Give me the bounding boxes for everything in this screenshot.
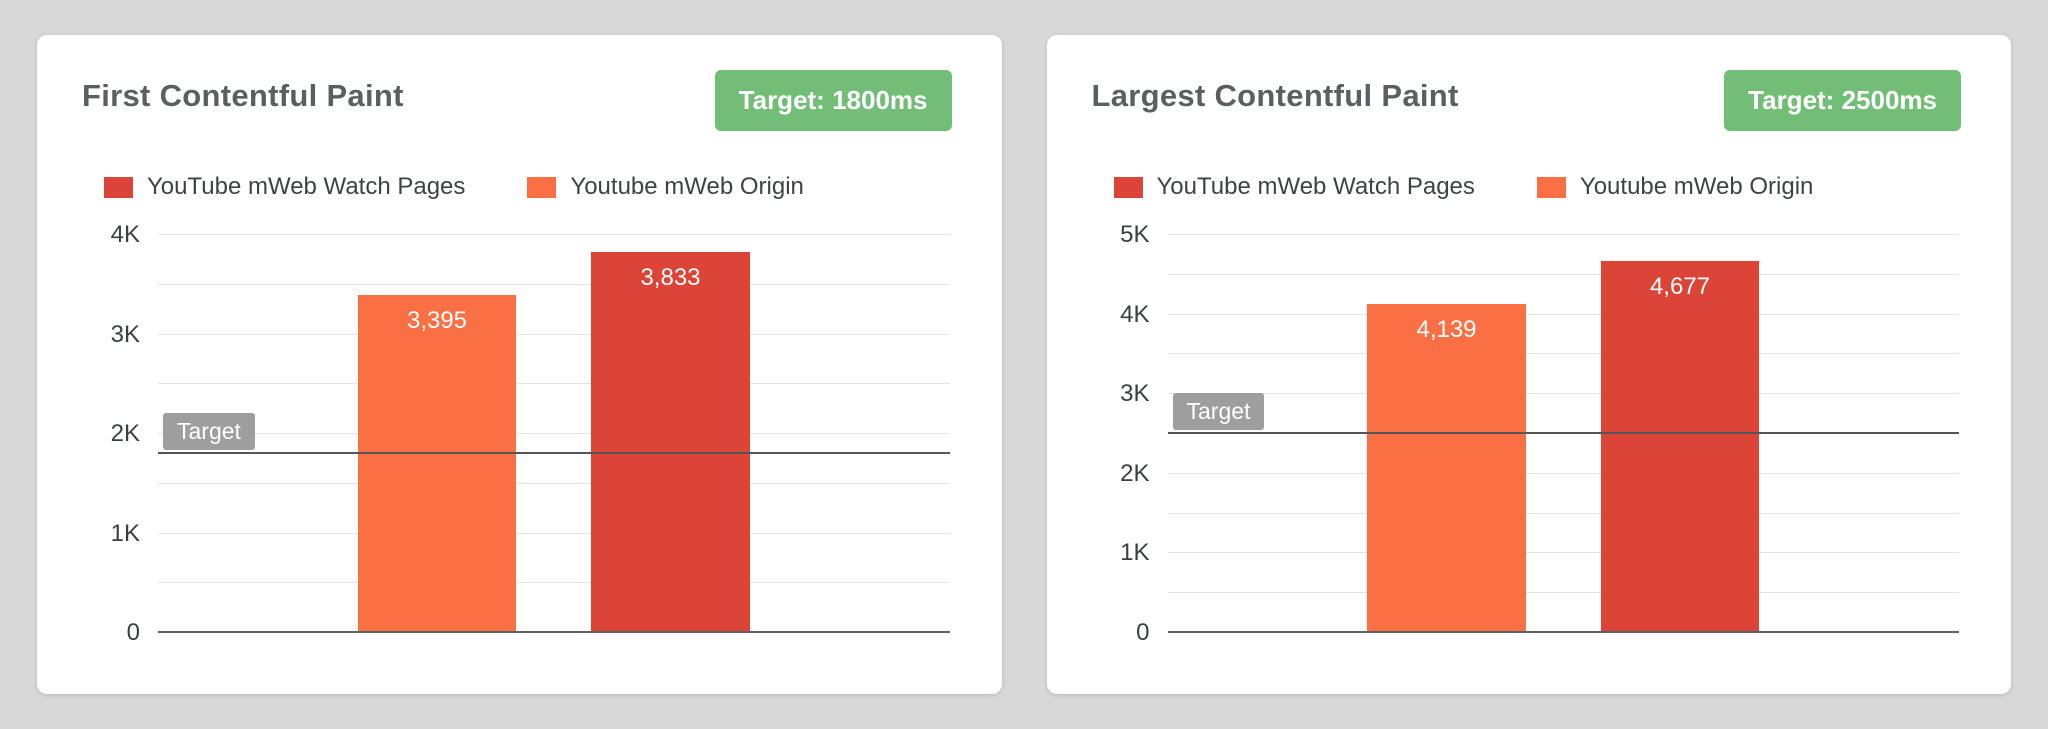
target-line (1167, 432, 1959, 434)
chart-card-largest-contentful-paint: Largest Contentful Paint Target: 2500ms … (1046, 35, 2011, 694)
bar-value-label: 3,833 (640, 263, 701, 291)
gridline (158, 433, 950, 434)
chart-area: 0 1K 2K 3K 4K 5K 4,139 4,677 Target (1092, 221, 1962, 669)
x-axis-baseline (158, 631, 950, 633)
legend-label: YouTube mWeb Watch Pages (147, 173, 466, 200)
bar-value-label: 3,395 (406, 307, 468, 335)
y-axis-tick-label: 1K (110, 519, 140, 547)
gridline (1167, 472, 1959, 474)
y-axis-tick-label: 0 (1136, 619, 1150, 646)
bars-group: 3,395 3,833 (158, 235, 950, 633)
legend-swatch (527, 176, 557, 198)
y-axis-tick-label: 2K (1120, 459, 1150, 487)
y-axis-tick-label: 4K (110, 221, 140, 248)
x-axis-baseline (1167, 631, 1959, 633)
gridline (1167, 353, 1959, 355)
gridline (158, 482, 950, 484)
legend: YouTube mWeb Watch Pages Youtube mWeb Ori… (1113, 173, 1962, 201)
gridline (158, 532, 950, 534)
legend: YouTube mWeb Watch Pages Youtube mWeb Ori… (104, 173, 952, 201)
gridline (158, 333, 950, 335)
y-axis-tick-label: 3K (110, 320, 140, 348)
bars-group: 4,139 4,677 (1168, 235, 1960, 633)
y-axis-tick-label: 0 (126, 619, 140, 646)
gridline (1167, 552, 1959, 554)
gridline (158, 234, 950, 235)
bar-value-label: 4,677 (1649, 272, 1711, 300)
y-axis: 0 1K 2K 3K 4K 5K (1092, 221, 1150, 646)
card-header: Largest Contentful Paint Target: 2500ms (1091, 70, 1961, 131)
legend-swatch (104, 176, 133, 198)
legend-label: YouTube mWeb Watch Pages (1156, 173, 1475, 200)
gridline (1167, 592, 1959, 594)
y-axis-tick-label: 5K (1120, 221, 1150, 248)
bar-value-label: 4,139 (1416, 315, 1477, 343)
legend-item: YouTube mWeb Watch Pages (1113, 173, 1475, 201)
bar-youtube-mweb-watch-pages[interactable]: 3,833 (591, 251, 750, 633)
bar-youtube-mweb-watch-pages[interactable]: 4,677 (1600, 260, 1760, 633)
legend-swatch (1113, 176, 1143, 198)
gridline (1167, 313, 1959, 315)
legend-item: YouTube mWeb Watch Pages (104, 173, 465, 201)
card-header: First Contentful Paint Target: 1800ms (82, 70, 952, 131)
legend-label: Youtube mWeb Origin (1579, 173, 1814, 200)
legend-swatch (1536, 176, 1566, 198)
plot-area: 3,395 3,833 Target (158, 234, 950, 633)
y-axis-tick-label: 2K (110, 420, 140, 447)
gridline (1167, 512, 1959, 514)
gridline (158, 383, 950, 385)
chart-title: Largest Contentful Paint (1091, 78, 1459, 113)
chart-area: 0 1K 2K 3K 4K 3,395 3,833 Target (82, 221, 952, 669)
plot-area: 4,139 4,677 Target (1167, 234, 1960, 633)
gridline (1167, 234, 1959, 235)
legend-item: Youtube mWeb Origin (527, 173, 804, 201)
gridline (1167, 273, 1959, 275)
y-axis-tick-label: 3K (1120, 380, 1150, 408)
legend-item: Youtube mWeb Origin (1536, 173, 1814, 201)
chart-title: First Contentful Paint (82, 78, 404, 113)
bar-youtube-mweb-origin[interactable]: 4,139 (1367, 303, 1526, 633)
target-line-label: Target (1172, 393, 1265, 430)
gridline (158, 283, 950, 285)
target-badge: Target: 1800ms (714, 70, 952, 131)
gridline (1167, 393, 1959, 395)
legend-label: Youtube mWeb Origin (570, 173, 804, 200)
bar-youtube-mweb-origin[interactable]: 3,395 (357, 295, 517, 633)
y-axis-tick-label: 4K (1120, 300, 1150, 328)
y-axis: 0 1K 2K 3K 4K (82, 221, 140, 646)
target-line (158, 451, 950, 454)
target-line-label: Target (163, 412, 255, 450)
chart-card-first-contentful-paint: First Contentful Paint Target: 1800ms Yo… (37, 35, 1002, 694)
target-badge: Target: 2500ms (1724, 70, 1961, 131)
y-axis-tick-label: 1K (1120, 539, 1150, 567)
gridline (158, 582, 950, 584)
